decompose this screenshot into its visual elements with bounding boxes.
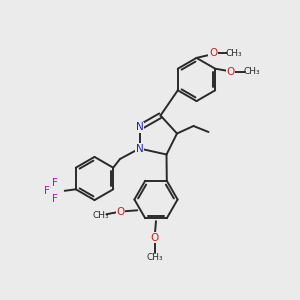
- Text: F: F: [52, 194, 58, 204]
- Text: CH₃: CH₃: [226, 49, 242, 58]
- Text: F: F: [52, 178, 58, 188]
- Text: N: N: [136, 143, 143, 154]
- Text: O: O: [227, 67, 235, 77]
- Text: O: O: [150, 232, 159, 243]
- Text: CH₃: CH₃: [146, 254, 163, 262]
- Text: F: F: [44, 186, 50, 196]
- Text: CH₃: CH₃: [244, 67, 260, 76]
- Text: O: O: [209, 48, 217, 59]
- Text: CH₃: CH₃: [92, 211, 109, 220]
- Text: N: N: [136, 122, 143, 133]
- Text: O: O: [117, 207, 125, 217]
